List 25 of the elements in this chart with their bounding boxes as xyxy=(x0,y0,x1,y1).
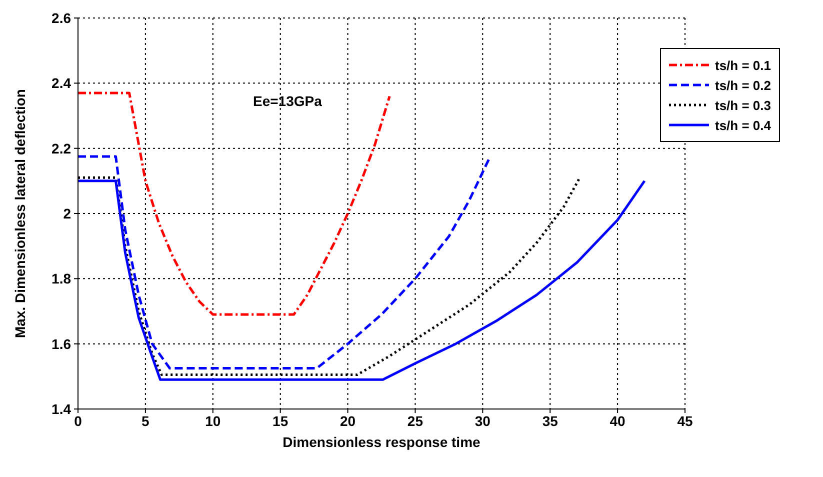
line-series xyxy=(78,92,391,316)
x-tick-label: 35 xyxy=(542,412,558,429)
x-tick-label: 5 xyxy=(142,412,150,429)
y-tick-label: 2.6 xyxy=(52,10,72,26)
x-tick-label: 15 xyxy=(272,412,288,429)
y-tick-label: 1.6 xyxy=(52,336,72,352)
y-tick-label: 2 xyxy=(63,205,72,222)
x-tick-label: 30 xyxy=(474,412,491,429)
y-axis-title: Max. Dimensionless lateral deflection xyxy=(12,89,28,338)
x-axis-title: Dimensionless response time xyxy=(282,434,481,450)
y-tick-label: 1.4 xyxy=(52,400,72,417)
x-tick-label: 10 xyxy=(205,412,221,429)
x-tick-label: 20 xyxy=(340,412,356,429)
x-tick-label: 0 xyxy=(74,412,82,429)
legend-label: ts/h = 0.1 xyxy=(715,58,771,72)
legend-label: ts/h = 0.4 xyxy=(715,118,771,132)
y-tick-label: 1.8 xyxy=(52,270,72,287)
legend-label: ts/h = 0.3 xyxy=(715,98,771,112)
x-tick-label: 40 xyxy=(610,412,626,429)
legend-label: ts/h = 0.2 xyxy=(715,78,771,92)
y-tick-label: 2.4 xyxy=(52,75,72,92)
y-tick-label: 2.2 xyxy=(52,140,72,156)
x-tick-label: 25 xyxy=(407,412,424,429)
x-tick-label: 45 xyxy=(677,412,693,429)
annotation: Ee=13GPa xyxy=(253,93,322,109)
